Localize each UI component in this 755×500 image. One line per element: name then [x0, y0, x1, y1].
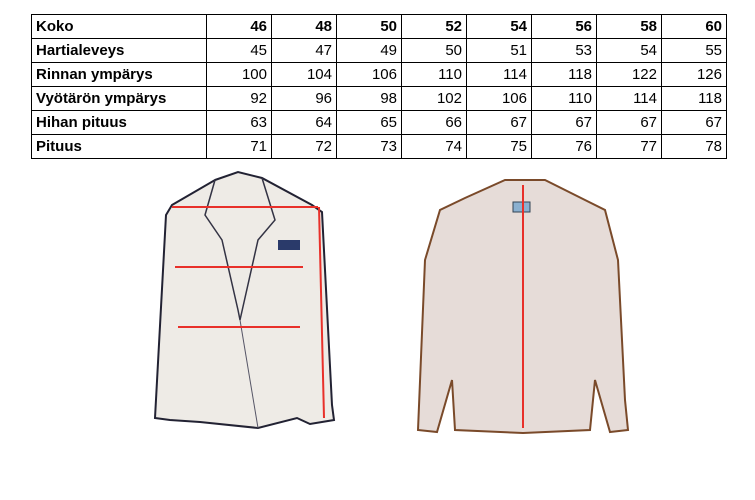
size-cell: 46	[206, 14, 272, 39]
row-label: Hartialeveys	[31, 38, 207, 63]
sleeve-measure-line	[318, 206, 325, 419]
measure-cell: 67	[661, 110, 727, 135]
measure-cell: 75	[466, 134, 532, 159]
measure-cell: 106	[466, 86, 532, 111]
measure-cell: 63	[206, 110, 272, 135]
measure-cell: 100	[206, 62, 272, 87]
table-row: Rinnan ympärys 100 104 106 110 114 118 122 126	[31, 62, 727, 87]
measure-cell: 64	[271, 110, 337, 135]
jacket-front-lapel	[204, 177, 276, 321]
measure-cell: 74	[401, 134, 467, 159]
row-label: Vyötärön ympärys	[31, 86, 207, 111]
measure-cell: 118	[661, 86, 727, 111]
measure-cell: 54	[596, 38, 662, 63]
measure-cell: 104	[271, 62, 337, 87]
measure-cell: 122	[596, 62, 662, 87]
measure-cell: 67	[596, 110, 662, 135]
front-center-line	[239, 319, 259, 429]
table-row: Hartialeveys 45 47 49 50 51 53 54 55	[31, 38, 727, 63]
size-cell: 58	[596, 14, 662, 39]
measure-cell: 45	[206, 38, 272, 63]
measure-cell: 65	[336, 110, 402, 135]
size-table: Koko 46 48 50 52 54 56 58 60 Hartialevey…	[31, 14, 727, 159]
measure-cell: 78	[661, 134, 727, 159]
measure-cell: 73	[336, 134, 402, 159]
measure-cell: 126	[661, 62, 727, 87]
measure-cell: 96	[271, 86, 337, 111]
table-row: Pituus 71 72 73 74 75 76 77 78	[31, 134, 727, 159]
measure-cell: 72	[271, 134, 337, 159]
table-row: Vyötärön ympärys 92 96 98 102 106 110 114 118	[31, 86, 727, 111]
size-cell: 56	[531, 14, 597, 39]
measure-cell: 98	[336, 86, 402, 111]
size-cell: 60	[661, 14, 727, 39]
measure-cell: 77	[596, 134, 662, 159]
table-header-row: Koko 46 48 50 52 54 56 58 60	[31, 14, 727, 39]
header-label: Koko	[31, 14, 207, 39]
collar-label	[512, 201, 531, 213]
measure-cell: 118	[531, 62, 597, 87]
pocket-square	[278, 240, 300, 250]
measure-cell: 67	[531, 110, 597, 135]
measure-cell: 51	[466, 38, 532, 63]
measure-cell: 47	[271, 38, 337, 63]
measure-cell: 76	[531, 134, 597, 159]
measure-cell: 50	[401, 38, 467, 63]
size-cell: 50	[336, 14, 402, 39]
row-label: Pituus	[31, 134, 207, 159]
measure-cell: 71	[206, 134, 272, 159]
